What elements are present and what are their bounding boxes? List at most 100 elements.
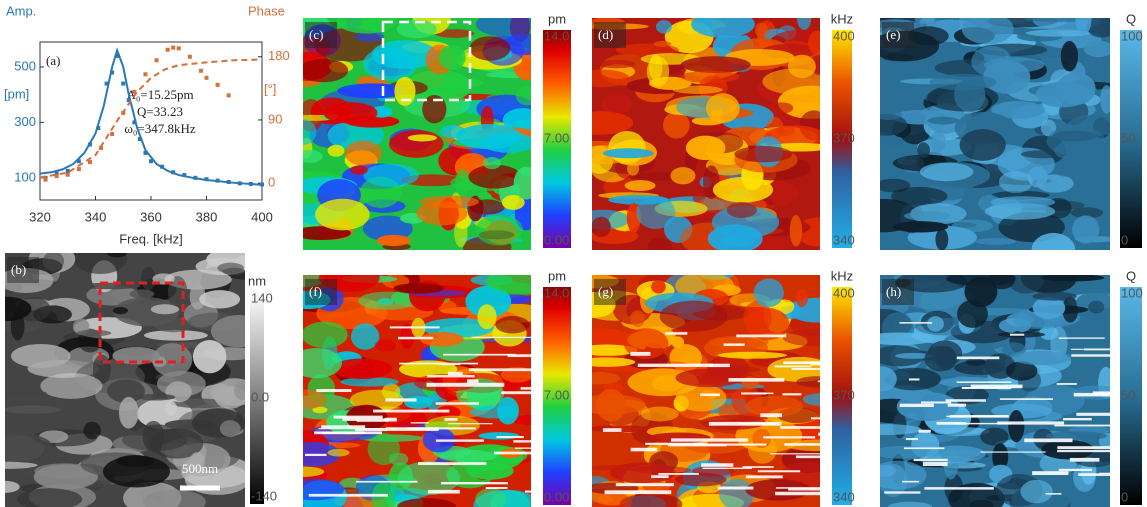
texture (40, 373, 102, 399)
colorbar-label: 400 (833, 285, 855, 300)
texture (130, 289, 155, 298)
texture (345, 141, 382, 166)
streak (443, 354, 516, 356)
colorbar-label: 14.0 (544, 28, 569, 43)
scale-bar-label: 500nm (182, 461, 218, 476)
texture (625, 180, 656, 191)
data-point (171, 46, 175, 50)
streak (997, 421, 1064, 424)
texture (408, 134, 437, 141)
texture (931, 131, 946, 153)
x-tick-label: 360 (140, 209, 162, 224)
streak (385, 398, 416, 401)
colorbar-label: 0 (1121, 232, 1128, 247)
texture (297, 150, 323, 163)
texture (980, 428, 1008, 446)
texture (1040, 274, 1104, 281)
streak (1076, 413, 1126, 416)
y2-unit: [°] (264, 81, 276, 96)
streak (356, 481, 418, 483)
streak (605, 490, 672, 494)
panel-label: (b) (11, 262, 26, 277)
texture (881, 75, 898, 92)
texture (1088, 301, 1104, 314)
texture (935, 229, 948, 251)
panel-label: (h) (886, 284, 901, 299)
texture (470, 406, 519, 419)
streak (758, 470, 800, 472)
data-point (177, 46, 181, 50)
data-point (149, 159, 153, 163)
streak (1054, 425, 1131, 427)
colorbar-unit: pm (548, 268, 566, 283)
texture (107, 249, 126, 257)
colorbar-unit: pm (548, 11, 566, 26)
colorbar-unit: Q (1126, 11, 1136, 26)
streak (418, 462, 486, 465)
texture (999, 171, 1033, 193)
y-unit: [pm] (4, 86, 29, 101)
texture (925, 346, 957, 372)
texture (962, 13, 1014, 44)
texture (1084, 41, 1114, 58)
colorbar-label: 0.00 (544, 232, 569, 247)
data-point (110, 132, 114, 136)
data-point (160, 165, 164, 169)
texture (394, 283, 445, 294)
texture (476, 12, 533, 37)
texture (483, 157, 501, 169)
streak (658, 473, 699, 475)
streak (701, 463, 733, 467)
data-point (227, 93, 231, 97)
data-point (260, 182, 264, 186)
texture (284, 479, 344, 501)
streak (469, 368, 540, 371)
streak (309, 494, 388, 497)
colorbar-label: -140 (251, 488, 277, 503)
streak (616, 483, 674, 486)
texture (478, 432, 519, 439)
texture (389, 130, 444, 158)
streak (980, 451, 1045, 452)
streak (924, 487, 993, 490)
streak (1063, 418, 1092, 420)
colorbar-label: 340 (833, 232, 855, 247)
texture (154, 318, 192, 333)
texture (368, 433, 400, 465)
texture (893, 221, 948, 232)
streak (334, 416, 383, 419)
streak (448, 423, 492, 424)
y2-label: Phase (248, 3, 285, 18)
data-point (96, 126, 100, 130)
x-label: Freq. [kHz] (119, 231, 183, 246)
streak (323, 432, 365, 434)
texture (686, 136, 726, 160)
texture (165, 401, 177, 415)
streak (914, 459, 948, 461)
texture (404, 396, 433, 409)
texture (327, 449, 349, 457)
panel-label: (d) (598, 27, 613, 42)
streak (321, 425, 365, 428)
streak (1046, 493, 1062, 495)
texture (217, 263, 244, 274)
colorbar-unit: kHz (831, 268, 853, 283)
texture (577, 395, 646, 415)
data-point (105, 82, 109, 86)
texture (579, 372, 621, 384)
texture (1072, 215, 1099, 243)
colorbar-label: 100 (1121, 28, 1143, 43)
texture (1041, 440, 1094, 459)
texture (377, 235, 411, 246)
texture (336, 8, 397, 34)
streak (385, 418, 397, 422)
texture (598, 60, 635, 68)
data-point (66, 173, 70, 177)
texture (1020, 480, 1052, 503)
y2-tick-label: 180 (268, 48, 290, 63)
texture (291, 348, 342, 378)
data-point (193, 176, 197, 180)
streak (445, 418, 458, 421)
texture (567, 111, 633, 135)
texture (1100, 85, 1113, 113)
